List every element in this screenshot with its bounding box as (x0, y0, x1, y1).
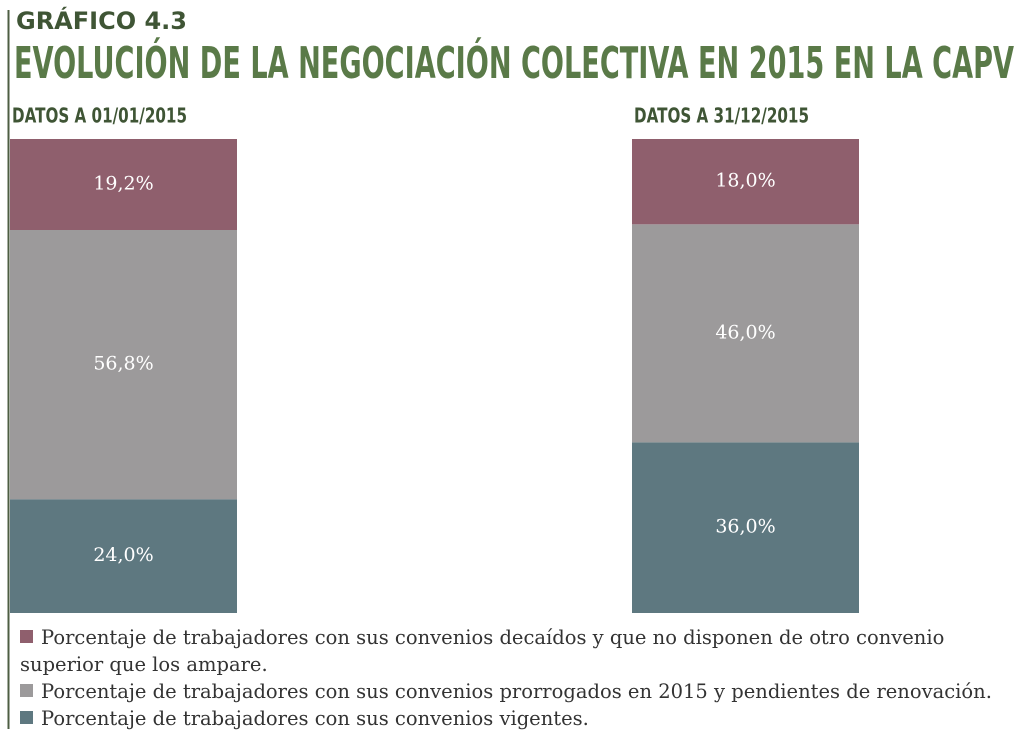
value-label: 24,0% (93, 544, 153, 566)
supertitle: GRÁFICO 4.3 (16, 6, 187, 35)
legend-label: Porcentaje de trabajadores con sus conve… (41, 707, 589, 730)
value-label: 18,0% (715, 170, 775, 192)
legend-swatch (20, 711, 33, 724)
category-label: DATOS A 01/01/2015 (12, 104, 187, 128)
chart-title: EVOLUCIÓN DE LA NEGOCIACIÓN COLECTIVA EN… (14, 36, 1014, 89)
legend-swatch (20, 684, 33, 697)
value-label: 56,8% (93, 353, 153, 375)
bar-segment (632, 224, 859, 443)
legend-label: Porcentaje de trabajadores con sus conve… (41, 680, 992, 703)
legend-label: Porcentaje de trabajadores con sus conve… (20, 626, 945, 676)
legend: Porcentaje de trabajadores con sus conve… (20, 624, 1017, 732)
value-label: 19,2% (93, 173, 153, 195)
value-label: 36,0% (715, 516, 775, 538)
bar-segment (632, 442, 859, 613)
legend-swatch (20, 630, 33, 643)
bar-segment (10, 230, 237, 500)
value-label: 46,0% (715, 321, 775, 343)
legend-item: Porcentaje de trabajadores con sus conve… (20, 624, 1017, 678)
legend-item: Porcentaje de trabajadores con sus conve… (20, 678, 1017, 705)
bar-segment (10, 139, 237, 231)
bar-segment (10, 499, 237, 613)
legend-item: Porcentaje de trabajadores con sus conve… (20, 705, 1017, 732)
bar-segment (632, 139, 859, 225)
category-label: DATOS A 31/12/2015 (634, 104, 809, 128)
